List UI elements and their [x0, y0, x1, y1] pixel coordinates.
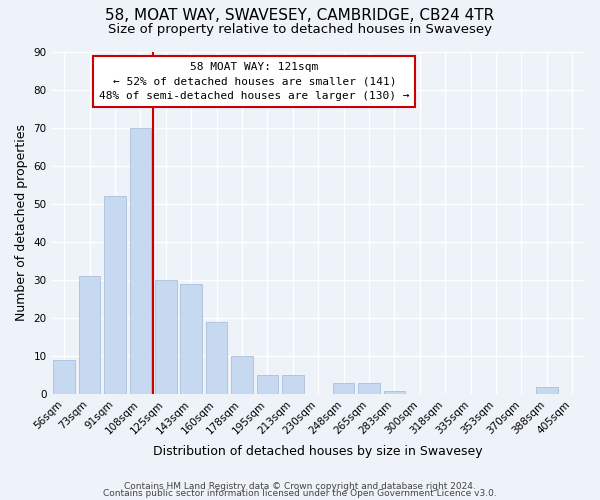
Bar	[358, 383, 380, 394]
Bar	[536, 387, 557, 394]
Bar	[231, 356, 253, 395]
Bar	[155, 280, 176, 394]
Bar	[53, 360, 75, 394]
Bar	[206, 322, 227, 394]
Bar	[333, 383, 355, 394]
Y-axis label: Number of detached properties: Number of detached properties	[15, 124, 28, 322]
Bar	[79, 276, 100, 394]
Bar	[282, 376, 304, 394]
Text: Contains HM Land Registry data © Crown copyright and database right 2024.: Contains HM Land Registry data © Crown c…	[124, 482, 476, 491]
Text: 58, MOAT WAY, SWAVESEY, CAMBRIDGE, CB24 4TR: 58, MOAT WAY, SWAVESEY, CAMBRIDGE, CB24 …	[106, 8, 494, 22]
X-axis label: Distribution of detached houses by size in Swavesey: Distribution of detached houses by size …	[154, 444, 483, 458]
Text: Contains public sector information licensed under the Open Government Licence v3: Contains public sector information licen…	[103, 490, 497, 498]
Bar	[104, 196, 126, 394]
Bar	[257, 376, 278, 394]
Bar	[383, 390, 405, 394]
Bar	[130, 128, 151, 394]
Text: Size of property relative to detached houses in Swavesey: Size of property relative to detached ho…	[108, 22, 492, 36]
Text: 58 MOAT WAY: 121sqm
← 52% of detached houses are smaller (141)
48% of semi-detac: 58 MOAT WAY: 121sqm ← 52% of detached ho…	[99, 62, 410, 102]
Bar	[181, 284, 202, 395]
